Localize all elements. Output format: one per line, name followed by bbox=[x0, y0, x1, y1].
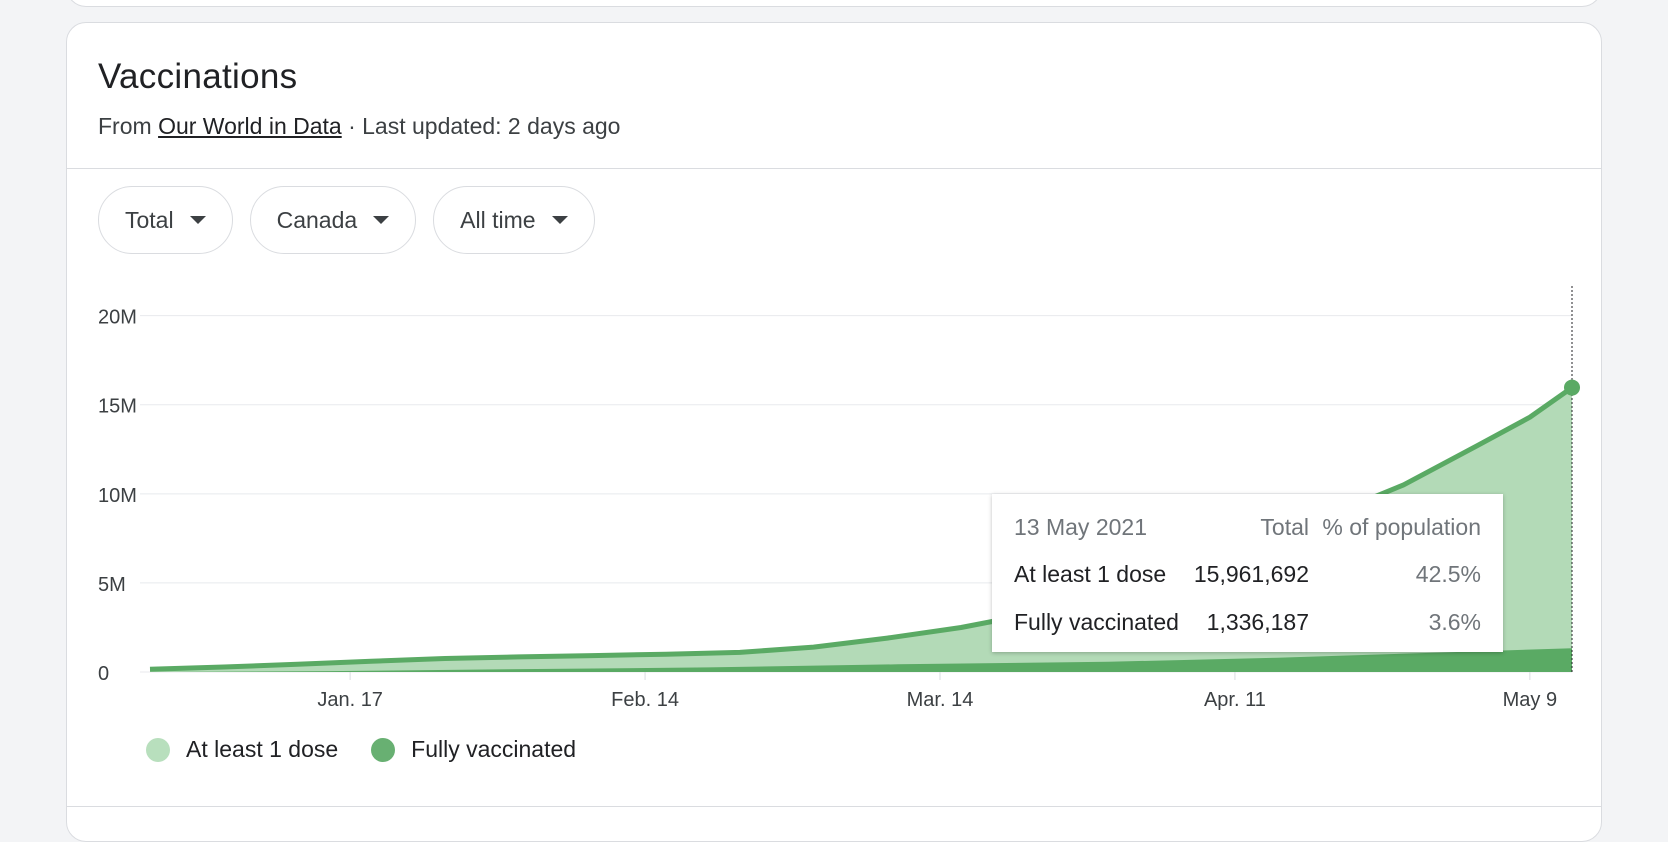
legend-swatch bbox=[371, 737, 396, 762]
section-divider bbox=[66, 806, 1602, 807]
chart-legend: At least 1 dose Fully vaccinated bbox=[146, 736, 609, 763]
x-tick-label: Feb. 14 bbox=[611, 689, 679, 711]
tooltip-row-total: 15,961,692 bbox=[1193, 561, 1309, 587]
y-tick-label: 5M bbox=[98, 574, 126, 596]
time-range-dropdown-label: All time bbox=[460, 206, 536, 233]
y-tick-label: 20M bbox=[98, 307, 137, 329]
caret-down-icon bbox=[551, 216, 568, 224]
tooltip-row: Fully vaccinated 1,336,187 3.6% bbox=[992, 609, 1503, 649]
source-link[interactable]: Our World in Data bbox=[158, 113, 342, 139]
filter-bar: Total Canada All time bbox=[98, 186, 595, 254]
last-updated: · Last updated: 2 days ago bbox=[348, 113, 621, 139]
x-tick-label: Mar. 14 bbox=[907, 689, 974, 711]
tooltip-col-total: Total bbox=[1260, 514, 1309, 540]
tooltip-header: 13 May 2021 Total % of population bbox=[992, 514, 1503, 554]
x-tick-label: Apr. 11 bbox=[1204, 689, 1266, 711]
card-header: Vaccinations From Our World in Data · La… bbox=[67, 23, 1601, 169]
legend-item-dose1[interactable]: At least 1 dose bbox=[146, 736, 338, 763]
metric-dropdown[interactable]: Total bbox=[98, 186, 233, 254]
source-prefix: From bbox=[98, 113, 152, 139]
caret-down-icon bbox=[189, 216, 206, 224]
x-tick-label: May 9 bbox=[1503, 689, 1557, 711]
tooltip-row: At least 1 dose 15,961,692 42.5% bbox=[992, 561, 1503, 601]
source-line: From Our World in Data · Last updated: 2… bbox=[98, 113, 620, 140]
metric-dropdown-label: Total bbox=[125, 206, 174, 233]
chart-tooltip: 13 May 2021 Total % of population At lea… bbox=[992, 494, 1503, 652]
legend-label: Fully vaccinated bbox=[411, 736, 577, 762]
series-area-fully-vaccinated bbox=[150, 648, 1572, 672]
tooltip-row-pct: 42.5% bbox=[1415, 561, 1481, 587]
caret-down-icon bbox=[373, 216, 390, 224]
tooltip-row-pct: 3.6% bbox=[1428, 609, 1481, 635]
x-tick-label: Jan. 17 bbox=[317, 689, 383, 711]
card-title: Vaccinations bbox=[98, 57, 298, 96]
region-dropdown-label: Canada bbox=[276, 206, 358, 233]
tooltip-row-label: At least 1 dose bbox=[1014, 561, 1167, 587]
y-tick-label: 0 bbox=[98, 663, 109, 685]
legend-item-full[interactable]: Fully vaccinated bbox=[371, 736, 576, 763]
legend-swatch bbox=[146, 737, 170, 762]
legend-label: At least 1 dose bbox=[186, 736, 339, 762]
time-range-dropdown[interactable]: All time bbox=[433, 186, 595, 254]
tooltip-date: 13 May 2021 bbox=[1014, 514, 1147, 540]
hover-point bbox=[1564, 379, 1580, 396]
vaccinations-chart[interactable]: 0 5M 10M 15M 20M Jan. 17 Feb. 14 Mar. 14 Apr. 11… bbox=[0, 0, 1668, 814]
tooltip-row-total: 1,336,187 bbox=[1206, 609, 1309, 635]
tooltip-col-pct: % of population bbox=[1322, 514, 1481, 540]
region-dropdown[interactable]: Canada bbox=[249, 186, 417, 254]
y-tick-label: 10M bbox=[98, 485, 137, 507]
tooltip-row-label: Fully vaccinated bbox=[1014, 609, 1179, 635]
y-tick-label: 15M bbox=[98, 396, 137, 418]
